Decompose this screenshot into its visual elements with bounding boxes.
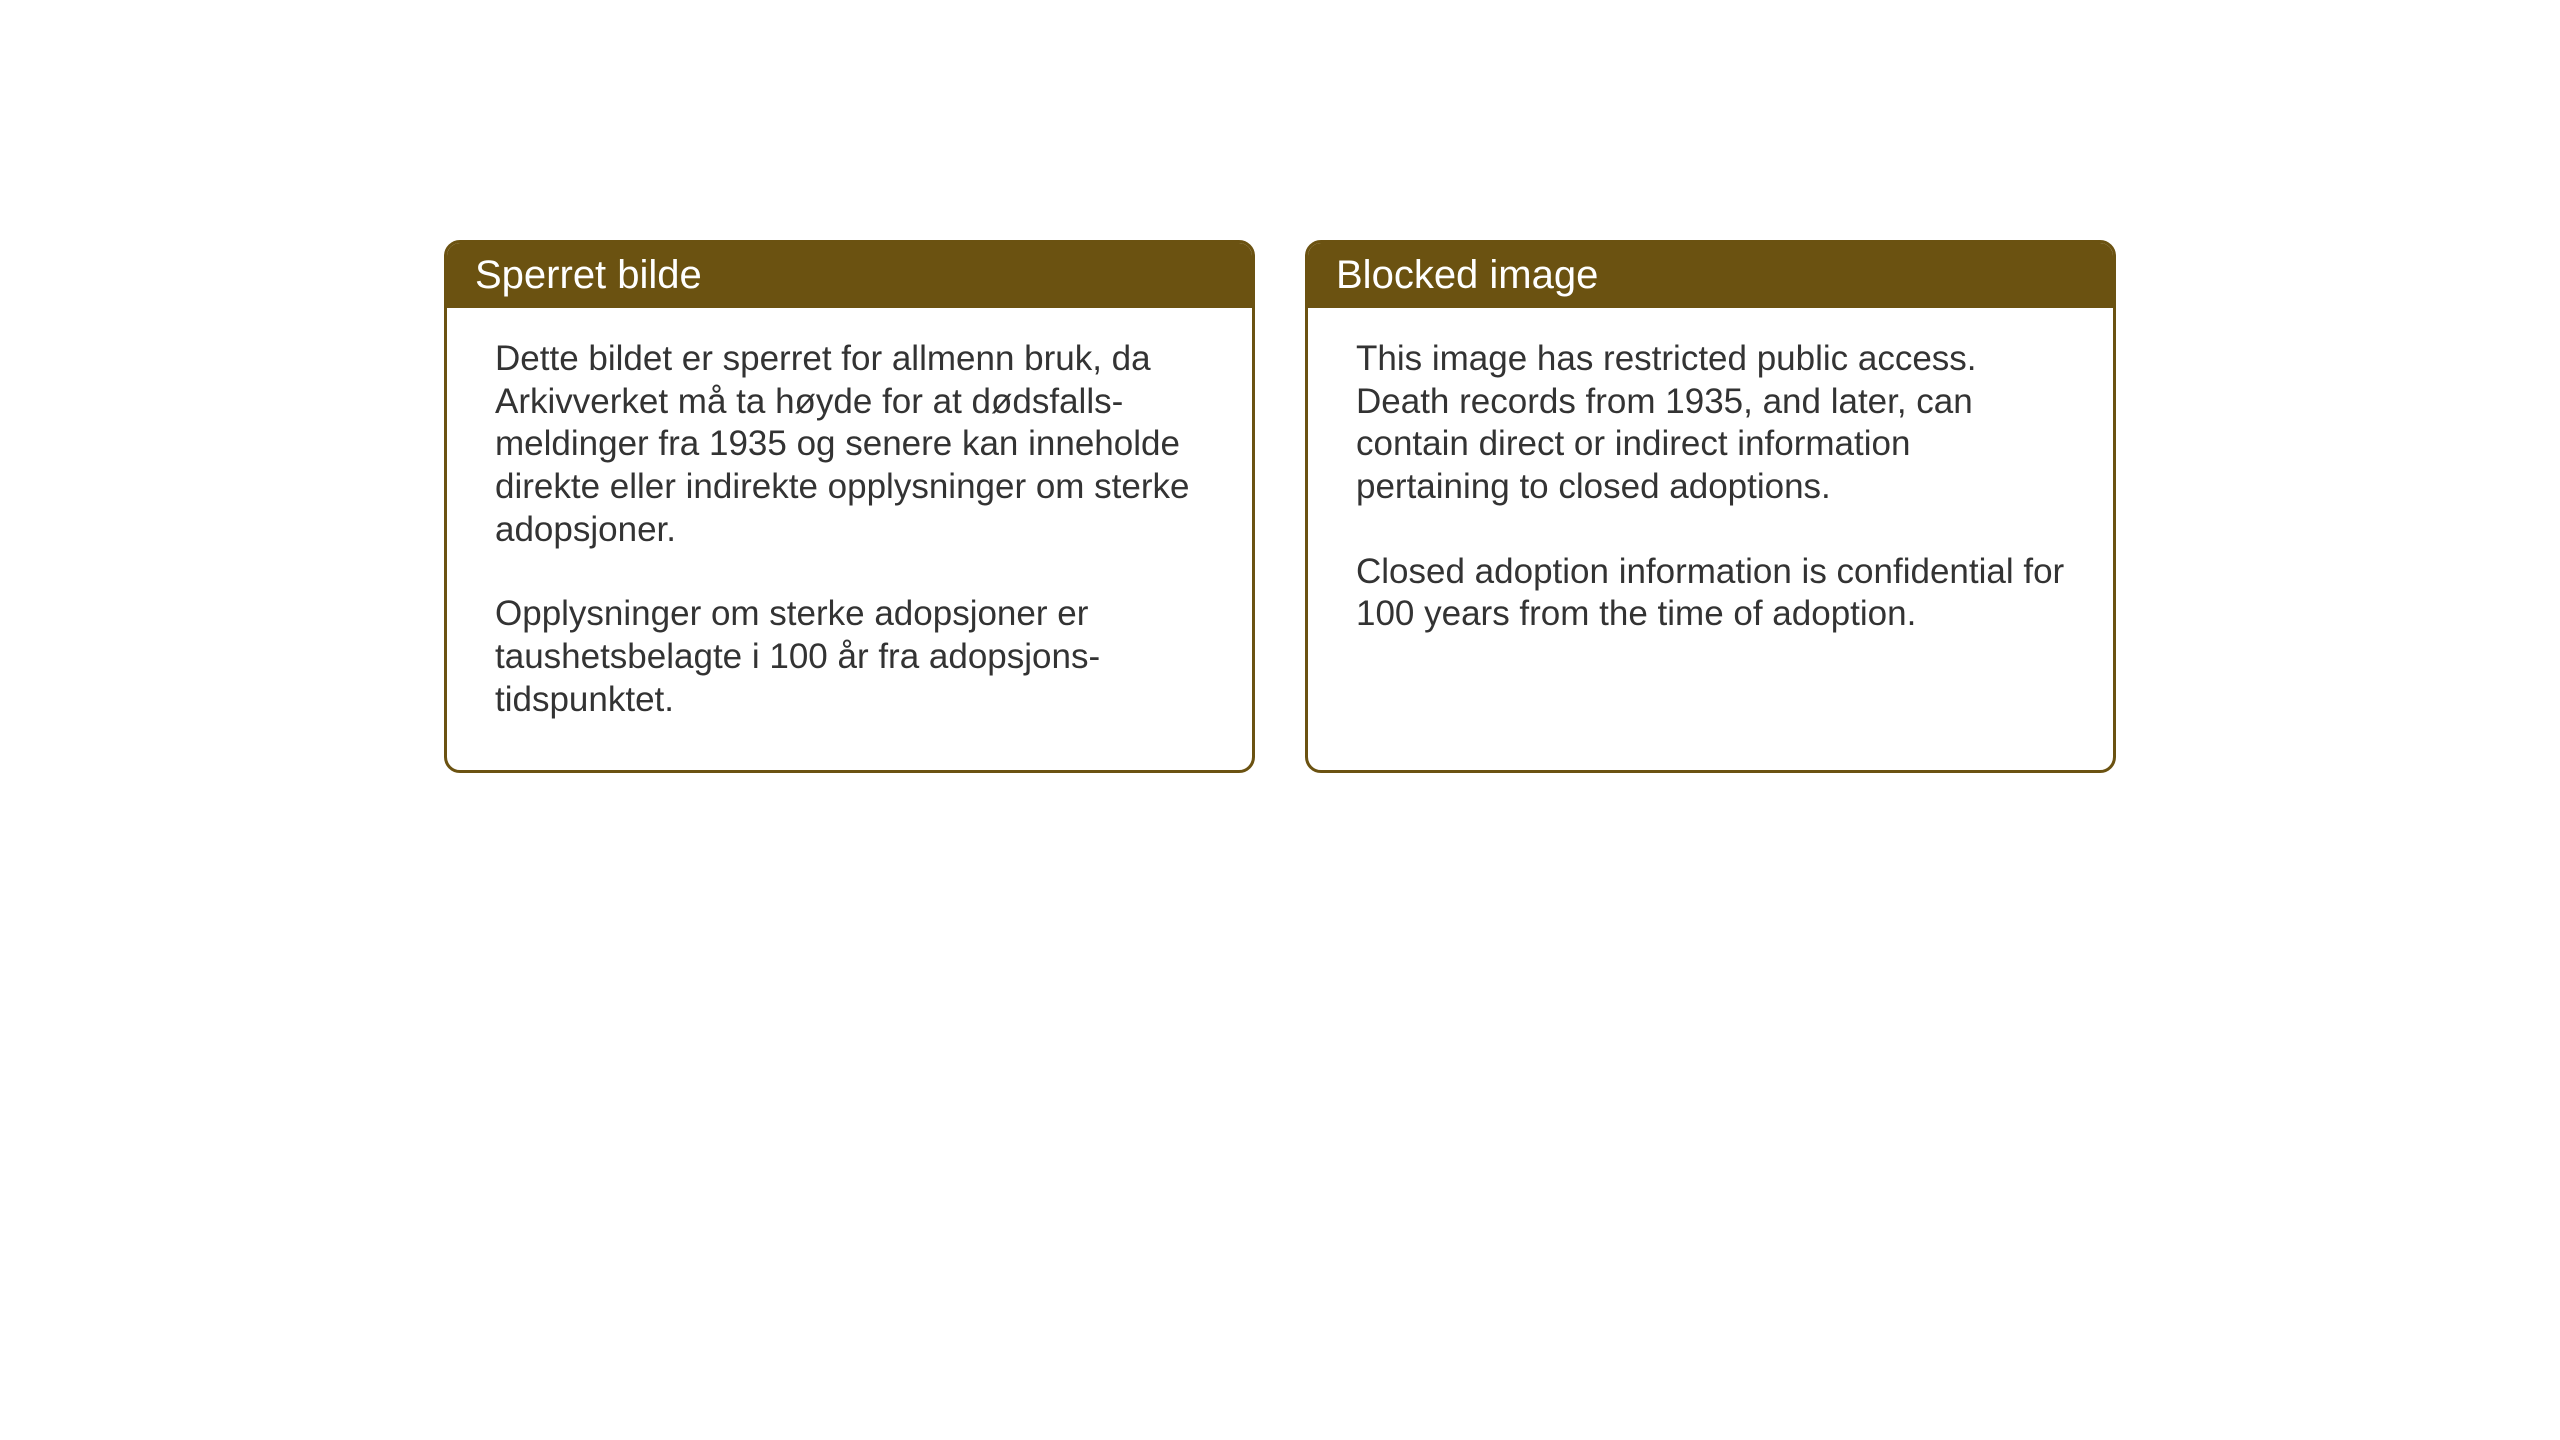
- notices-container: Sperret bilde Dette bildet er sperret fo…: [444, 240, 2116, 773]
- notice-box-english: Blocked image This image has restricted …: [1305, 240, 2116, 773]
- notice-title: Blocked image: [1336, 253, 1598, 297]
- notice-title: Sperret bilde: [475, 253, 702, 297]
- notice-header-english: Blocked image: [1308, 243, 2113, 308]
- notice-paragraph: Closed adoption information is confident…: [1356, 551, 2065, 636]
- notice-paragraph: Opplysninger om sterke adopsjoner er tau…: [495, 593, 1204, 721]
- notice-paragraph: Dette bildet er sperret for allmenn bruk…: [495, 338, 1204, 551]
- notice-header-norwegian: Sperret bilde: [447, 243, 1252, 308]
- notice-box-norwegian: Sperret bilde Dette bildet er sperret fo…: [444, 240, 1255, 773]
- notice-paragraph: This image has restricted public access.…: [1356, 338, 2065, 509]
- notice-body-english: This image has restricted public access.…: [1308, 308, 2113, 684]
- notice-body-norwegian: Dette bildet er sperret for allmenn bruk…: [447, 308, 1252, 770]
